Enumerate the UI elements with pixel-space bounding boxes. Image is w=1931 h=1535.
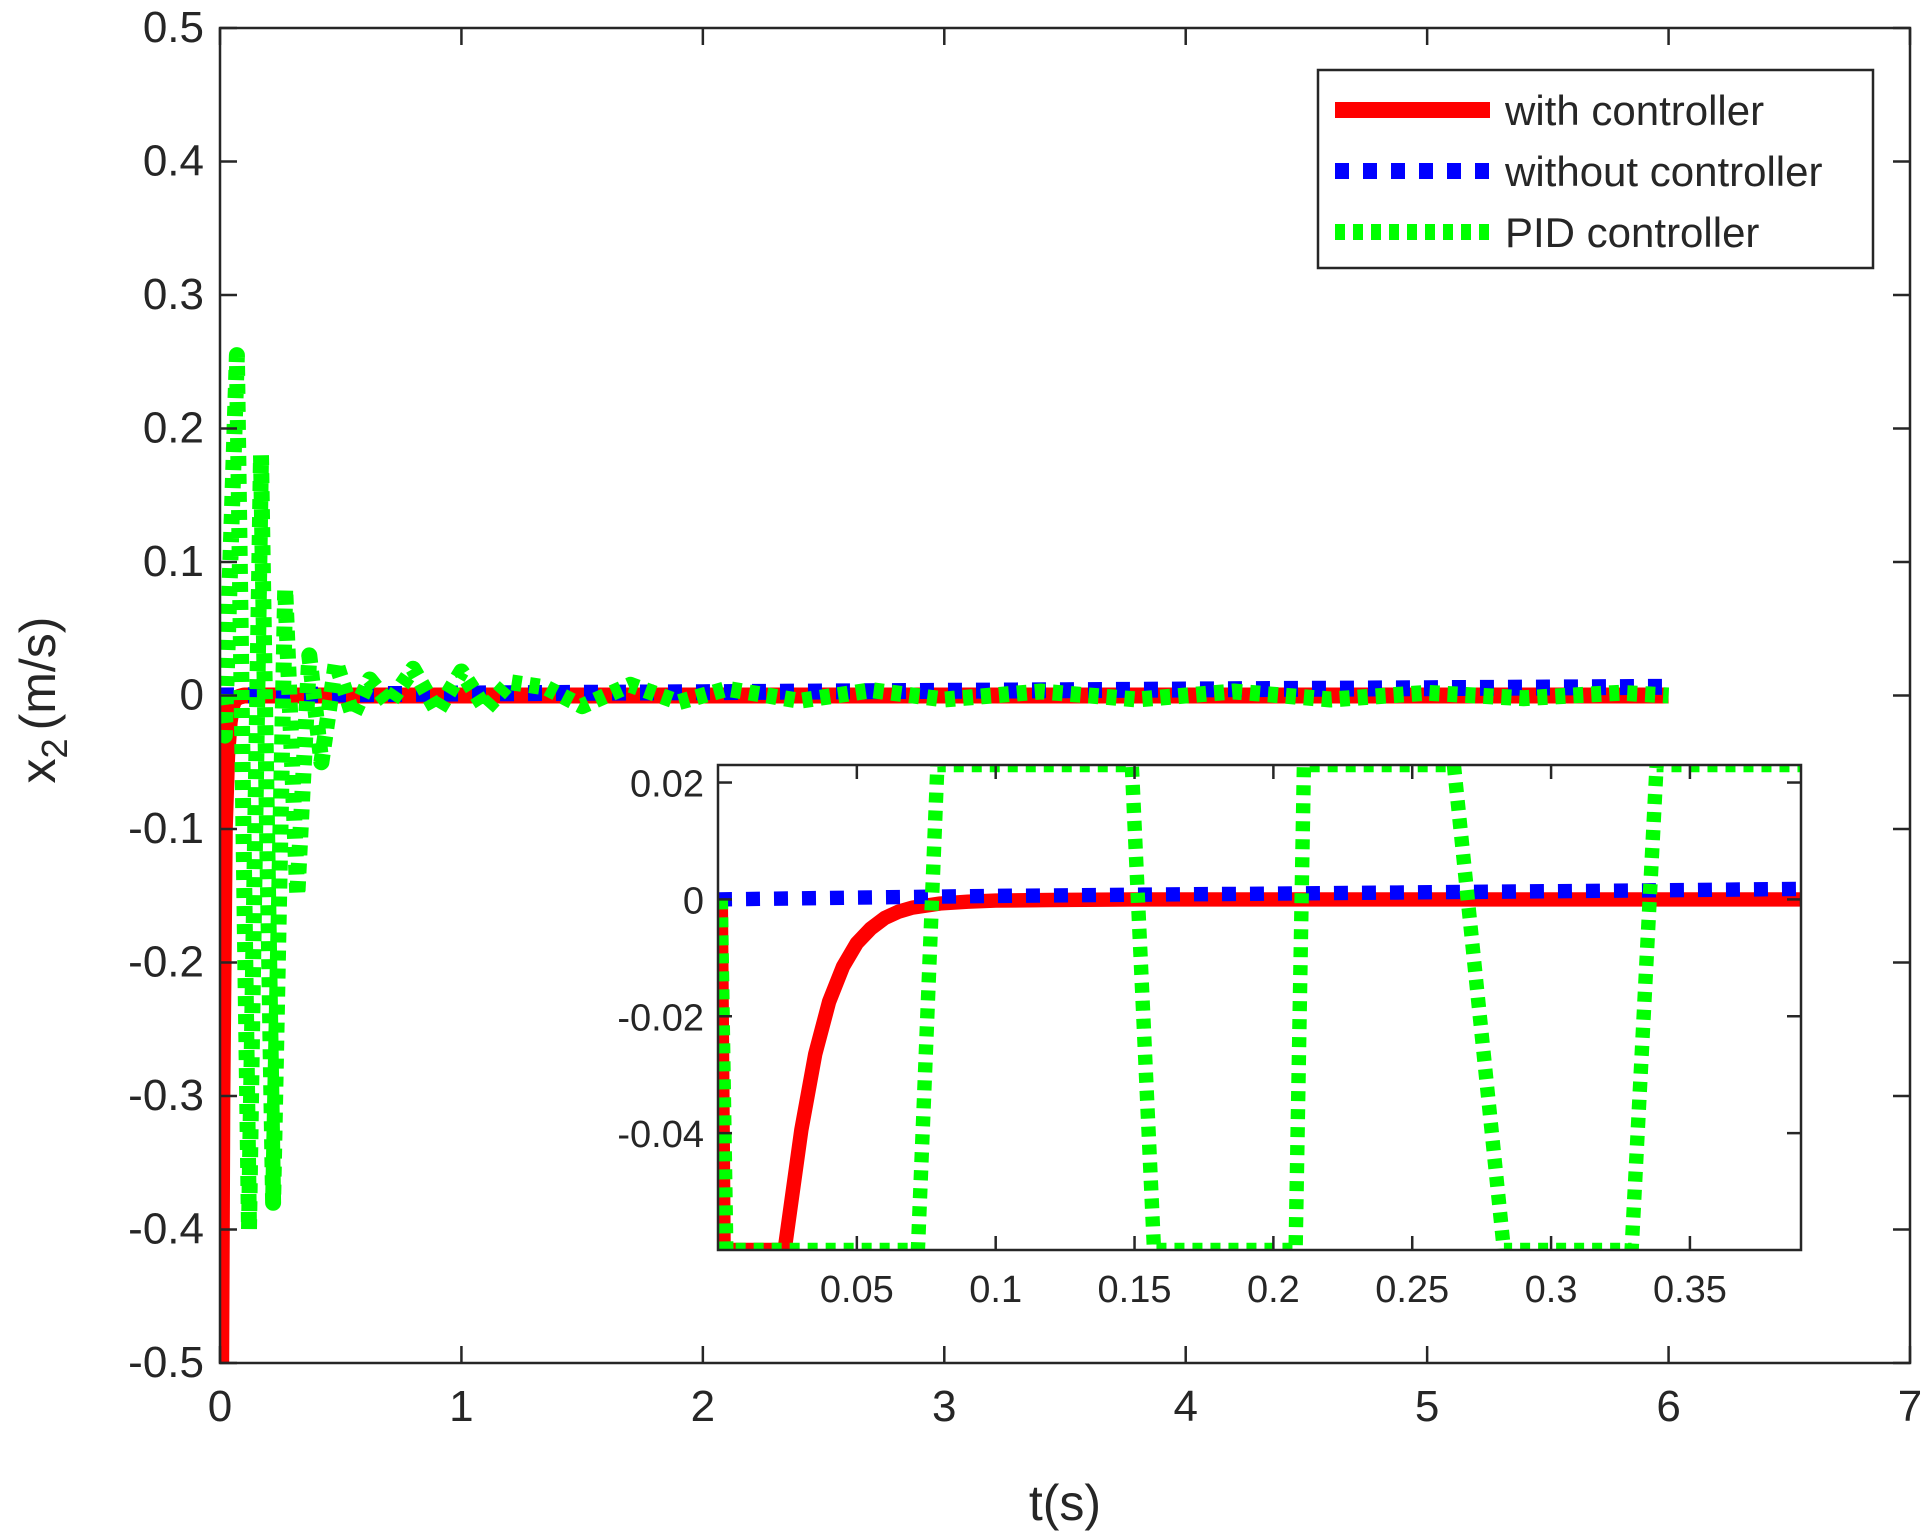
main-x-tick-label: 3 [932, 1382, 956, 1431]
inset-y-tick-label: 0.02 [630, 764, 704, 806]
main-ticks-group: 0 1 2 3 4 5 6 7-0.5-0.4-0.3-0.2-0.100.10.20.30.… [128, 3, 1922, 1431]
inset-x-tick-label: 0.05 [820, 1269, 894, 1311]
y-axis-label-subscript: 2 [34, 738, 75, 758]
y-axis-label-base: x [10, 758, 66, 783]
main-x-tick-label: 4 [1173, 1382, 1197, 1431]
inset-x-tick-label: 0.1 [969, 1269, 1022, 1311]
main-y-tick-label: -0.3 [128, 1071, 204, 1120]
legend-label-without-controller: without controller [1504, 148, 1822, 195]
inset-background [718, 765, 1801, 1250]
inset-y-tick-label: -0.04 [617, 1114, 704, 1156]
legend: with controller without controller PID c… [1316, 68, 1875, 270]
x-axis-label: t(s) [1029, 1475, 1101, 1531]
main-x-tick-label: 0 [208, 1382, 232, 1431]
main-series-without-controller [220, 678, 1669, 704]
main-y-tick-label: -0.1 [128, 804, 204, 853]
inset-x-tick-label: 0.2 [1247, 1269, 1300, 1311]
main-x-tick-label: 6 [1656, 1382, 1680, 1431]
main-x-tick-label: 1 [449, 1382, 473, 1431]
y-axis-label: x2 (m/s) [10, 617, 75, 784]
main-plot-area: 0 1 2 3 4 5 6 7-0.5-0.4-0.3-0.2-0.100.10.20.30.… [10, 3, 1922, 1531]
main-y-tick-label: 0.5 [143, 3, 204, 52]
main-y-tick-label: -0.2 [128, 938, 204, 987]
main-x-tick-label: 7 [1898, 1382, 1922, 1431]
main-series-pid-controller [220, 347, 1670, 1238]
inset-y-tick-label: -0.02 [617, 997, 704, 1039]
inset-ticks-group: 0.05 0.1 0.15 0.2 0.25 0.3 0.35 -0.04 -0.02 0 0.02 [617, 764, 1801, 1311]
inset-x-tick-label: 0.3 [1525, 1269, 1578, 1311]
main-y-tick-label: -0.4 [128, 1205, 204, 1254]
main-y-tick-label: 0.4 [143, 137, 204, 186]
inset-x-tick-label: 0.25 [1375, 1269, 1449, 1311]
y-axis-label-units: (m/s) [10, 617, 66, 731]
inset-y-tick-label: 0 [683, 880, 704, 922]
main-series-group [220, 347, 1670, 1363]
inset-series-group [718, 765, 1801, 1250]
main-y-tick-label: 0.1 [143, 537, 204, 586]
main-y-tick-label: 0.2 [143, 404, 204, 453]
main-x-tick-label: 5 [1415, 1382, 1439, 1431]
main-y-tick-label: 0 [180, 671, 204, 720]
inset-x-tick-label: 0.15 [1098, 1269, 1172, 1311]
legend-label-with-controller: with controller [1504, 87, 1764, 134]
inset-plot-area: 0.05 0.1 0.15 0.2 0.25 0.3 0.35 -0.04 -0.02 0 0.02 [617, 763, 1803, 1311]
main-x-tick-label: 2 [691, 1382, 715, 1431]
inset-x-tick-label: 0.35 [1653, 1269, 1727, 1311]
inset-axes-box [716, 763, 1803, 1252]
main-y-tick-label: 0.3 [143, 270, 204, 319]
legend-label-pid-controller: PID controller [1505, 209, 1759, 256]
main-y-tick-label: -0.5 [128, 1338, 204, 1387]
